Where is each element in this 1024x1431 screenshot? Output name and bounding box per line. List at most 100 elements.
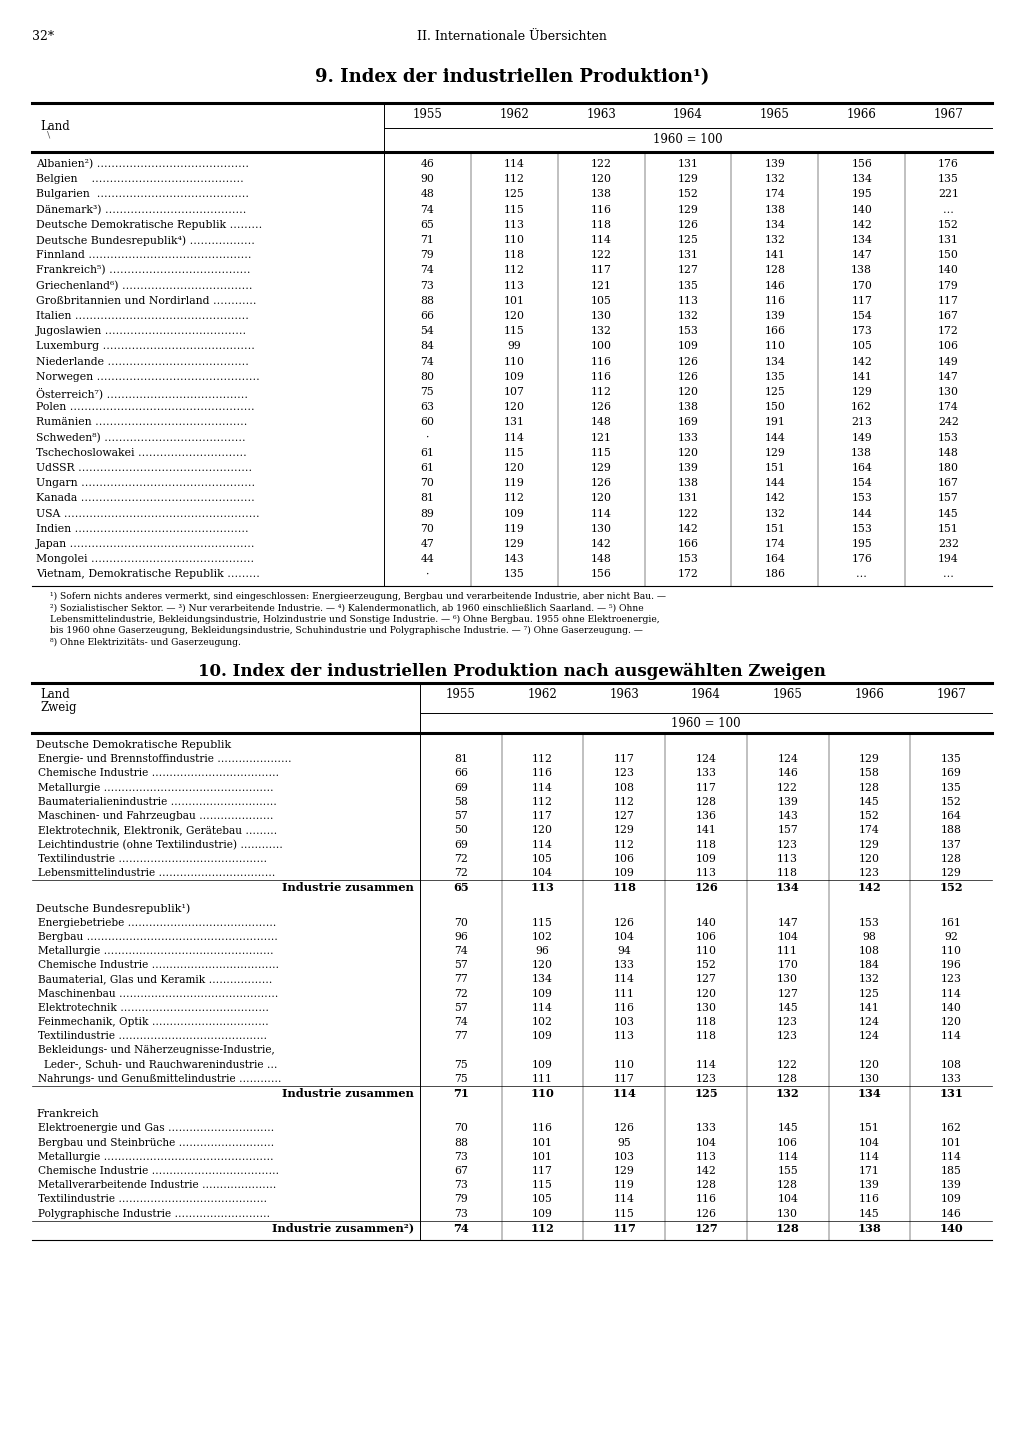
Text: 116: 116 [591,205,611,215]
Text: 139: 139 [859,1181,880,1191]
Text: Rumänien ……………………………………: Rumänien …………………………………… [36,418,248,428]
Text: 1962: 1962 [500,107,529,122]
Text: 113: 113 [504,220,524,230]
Text: 158: 158 [859,768,880,778]
Text: 115: 115 [504,448,524,458]
Text: 1962: 1962 [527,688,557,701]
Text: 162: 162 [941,1123,962,1133]
Text: Albanien²) ……………………………………: Albanien²) …………………………………… [36,159,249,169]
Text: 89: 89 [421,508,434,518]
Text: 148: 148 [938,448,959,458]
Text: 157: 157 [777,826,798,836]
Text: 112: 112 [532,797,553,807]
Text: 109: 109 [532,989,553,999]
Text: 132: 132 [764,175,785,185]
Text: 116: 116 [859,1195,880,1205]
Text: 120: 120 [591,494,611,504]
Text: 128: 128 [695,1181,717,1191]
Text: 120: 120 [532,826,553,836]
Text: 58: 58 [454,797,468,807]
Text: 44: 44 [421,554,434,564]
Text: 145: 145 [859,797,880,807]
Text: 104: 104 [777,932,798,942]
Text: 1955: 1955 [445,688,476,701]
Text: 115: 115 [591,448,611,458]
Text: 112: 112 [613,840,635,850]
Text: 126: 126 [695,1209,717,1219]
Text: 142: 142 [765,494,785,504]
Text: 124: 124 [859,1032,880,1042]
Text: 128: 128 [859,783,880,793]
Text: 117: 117 [591,265,611,275]
Text: 114: 114 [532,783,553,793]
Text: 130: 130 [695,1003,717,1013]
Text: 114: 114 [613,975,635,985]
Text: 149: 149 [851,432,872,442]
Text: 132: 132 [764,235,785,245]
Text: 1960 = 100: 1960 = 100 [653,133,723,146]
Text: 146: 146 [765,280,785,290]
Text: Metallurgie …………………………………………: Metallurgie ………………………………………… [38,1152,273,1162]
Text: 1955: 1955 [413,107,442,122]
Text: 174: 174 [765,189,785,199]
Text: 88: 88 [454,1138,468,1148]
Text: 142: 142 [851,356,872,366]
Text: Land: Land [40,120,70,133]
Text: Bulgarien  ……………………………………: Bulgarien …………………………………… [36,189,249,199]
Text: 70: 70 [454,917,468,927]
Text: 1963: 1963 [586,107,616,122]
Text: 1967: 1967 [934,107,964,122]
Text: 135: 135 [765,372,785,382]
Text: 110: 110 [941,946,962,956]
Text: Nahrungs- und Genußmittelindustrie …………: Nahrungs- und Genußmittelindustrie ………… [38,1073,282,1083]
Text: 185: 185 [941,1166,962,1176]
Text: 135: 135 [941,783,962,793]
Text: 173: 173 [851,326,872,336]
Text: 119: 119 [504,524,524,534]
Text: 81: 81 [454,754,468,764]
Text: 125: 125 [678,235,698,245]
Text: 176: 176 [851,554,872,564]
Text: Deutsche Demokratische Republik ………: Deutsche Demokratische Republik ……… [36,220,262,230]
Text: 130: 130 [938,386,959,396]
Text: 74: 74 [421,205,434,215]
Text: Deutsche Demokratische Republik: Deutsche Demokratische Republik [36,740,231,750]
Text: 73: 73 [421,280,434,290]
Text: Zweig: Zweig [40,701,77,714]
Text: 152: 152 [938,220,959,230]
Text: 110: 110 [695,946,717,956]
Text: 138: 138 [851,265,872,275]
Text: 129: 129 [765,448,785,458]
Text: 126: 126 [613,917,635,927]
Text: 180: 180 [938,464,959,474]
Text: 10. Index der industriellen Produktion nach ausgewählten Zweigen: 10. Index der industriellen Produktion n… [198,663,826,680]
Text: 123: 123 [777,1032,799,1042]
Text: 75: 75 [421,386,434,396]
Text: 128: 128 [695,797,717,807]
Text: ·: · [426,432,429,442]
Text: 101: 101 [532,1138,553,1148]
Text: Energiebetriebe ……………………………………: Energiebetriebe …………………………………… [38,917,276,927]
Text: 130: 130 [859,1073,880,1083]
Text: 116: 116 [591,372,611,382]
Text: 120: 120 [504,464,524,474]
Text: 124: 124 [777,754,798,764]
Text: Chemische Industrie ………………………………: Chemische Industrie ……………………………… [38,1166,280,1176]
Text: 171: 171 [859,1166,880,1176]
Text: 151: 151 [938,524,959,534]
Text: 65: 65 [421,220,434,230]
Text: 46: 46 [421,159,434,169]
Text: 154: 154 [851,478,872,488]
Text: Norwegen ………………………………………: Norwegen ……………………………………… [36,372,260,382]
Text: 136: 136 [695,811,717,821]
Text: 126: 126 [591,478,611,488]
Text: 174: 174 [859,826,880,836]
Text: 138: 138 [857,1222,882,1234]
Text: 114: 114 [941,1032,962,1042]
Text: 126: 126 [694,881,718,893]
Text: 1964: 1964 [691,688,721,701]
Text: 120: 120 [859,1059,880,1069]
Text: 96: 96 [536,946,550,956]
Text: 69: 69 [454,840,468,850]
Text: bis 1960 ohne Gaserzeugung, Bekleidungsindustrie, Schuhindustrie und Polygraphis: bis 1960 ohne Gaserzeugung, Bekleidungsi… [50,627,643,635]
